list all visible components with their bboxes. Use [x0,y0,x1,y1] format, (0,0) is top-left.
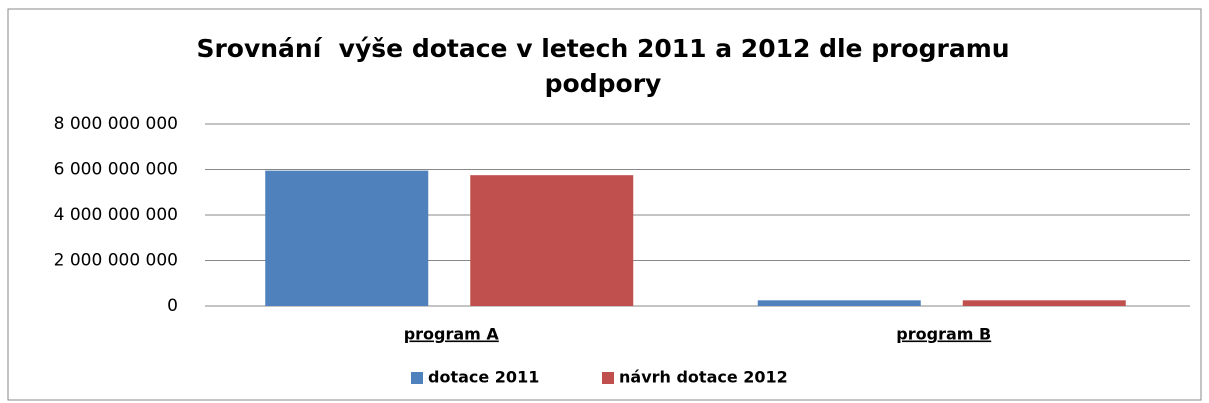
y-tick-label: 6 000 000 000 [54,160,178,180]
y-tick-label: 0 [167,296,178,316]
legend-swatch [411,372,423,384]
x-tick-label: program B [896,325,991,344]
bar [757,300,921,306]
chart-title: Srovnání výše dotace v letech 2011 a 201… [196,34,1009,63]
y-tick-label: 2 000 000 000 [54,251,178,271]
legend-swatch [602,372,614,384]
legend-label: návrh dotace 2012 [619,368,788,387]
y-tick-label: 8 000 000 000 [54,114,178,134]
bar [265,170,429,306]
bar [470,175,634,306]
legend-label: dotace 2011 [428,368,539,387]
x-tick-label: program A [404,325,500,344]
bar [962,300,1126,306]
chart-title: podpory [545,69,662,98]
y-tick-label: 4 000 000 000 [54,205,178,225]
